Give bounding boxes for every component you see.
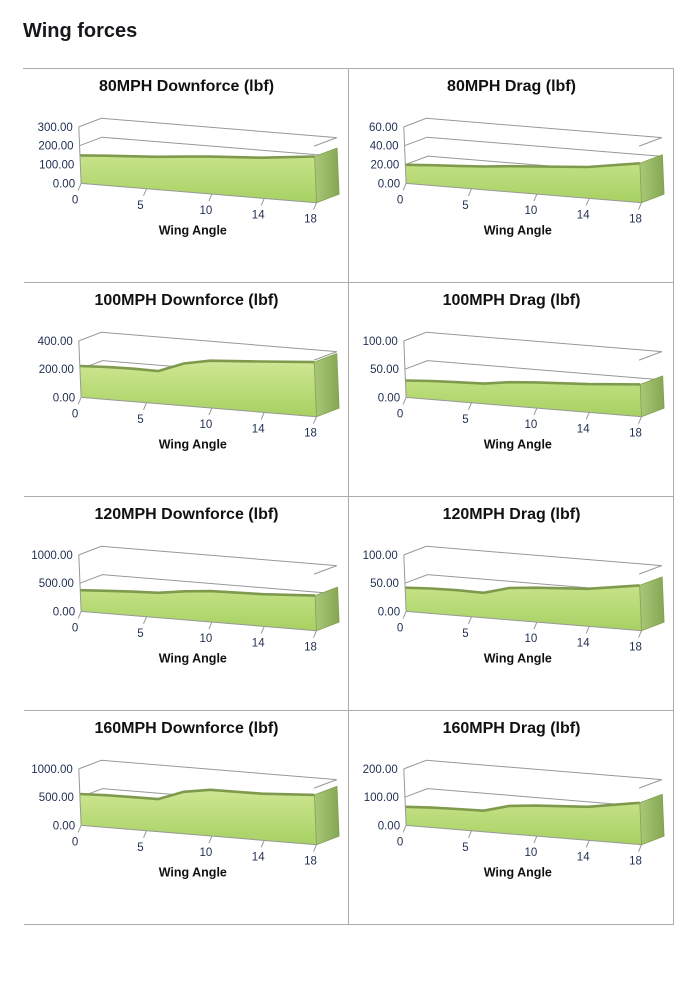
svg-text:0.00: 0.00 xyxy=(53,820,75,832)
svg-text:0: 0 xyxy=(72,408,78,420)
svg-text:5: 5 xyxy=(137,200,143,212)
svg-text:14: 14 xyxy=(577,637,590,649)
svg-text:0: 0 xyxy=(397,194,403,206)
svg-text:5: 5 xyxy=(137,414,143,426)
svg-text:80MPH Drag (lbf): 80MPH Drag (lbf) xyxy=(447,78,576,95)
svg-text:0.00: 0.00 xyxy=(378,820,400,832)
svg-text:14: 14 xyxy=(577,423,590,435)
svg-text:5: 5 xyxy=(462,628,468,640)
svg-text:200.00: 200.00 xyxy=(39,364,74,376)
svg-text:18: 18 xyxy=(304,214,317,226)
svg-text:120MPH Drag (lbf): 120MPH Drag (lbf) xyxy=(443,506,581,523)
svg-text:160MPH Drag (lbf): 160MPH Drag (lbf) xyxy=(443,720,581,737)
svg-text:5: 5 xyxy=(462,842,468,854)
svg-text:0.00: 0.00 xyxy=(378,606,400,618)
svg-text:10: 10 xyxy=(525,419,538,431)
svg-text:Wing Angle: Wing Angle xyxy=(159,438,227,452)
svg-text:1000.00: 1000.00 xyxy=(31,764,73,776)
svg-text:10: 10 xyxy=(525,205,538,217)
svg-text:0: 0 xyxy=(397,408,403,420)
svg-text:0: 0 xyxy=(397,622,403,634)
svg-text:0.00: 0.00 xyxy=(378,178,400,190)
svg-text:100.00: 100.00 xyxy=(363,550,398,562)
svg-text:18: 18 xyxy=(629,428,642,440)
svg-text:14: 14 xyxy=(252,851,265,863)
svg-text:Wing Angle: Wing Angle xyxy=(159,652,227,666)
svg-text:100MPH Drag (lbf): 100MPH Drag (lbf) xyxy=(443,292,581,309)
svg-text:0.00: 0.00 xyxy=(53,392,75,404)
svg-text:200.00: 200.00 xyxy=(363,764,398,776)
svg-text:200.00: 200.00 xyxy=(38,141,73,153)
svg-text:1000.00: 1000.00 xyxy=(31,550,73,562)
svg-text:0: 0 xyxy=(72,194,78,206)
svg-text:40.00: 40.00 xyxy=(370,141,399,153)
svg-text:5: 5 xyxy=(137,842,143,854)
svg-text:5: 5 xyxy=(462,200,468,212)
svg-text:14: 14 xyxy=(252,423,265,435)
svg-text:14: 14 xyxy=(252,637,265,649)
svg-text:10: 10 xyxy=(200,633,213,645)
svg-text:300.00: 300.00 xyxy=(38,122,73,134)
svg-text:5: 5 xyxy=(462,414,468,426)
svg-text:100MPH Downforce (lbf): 100MPH Downforce (lbf) xyxy=(94,292,278,309)
svg-text:Wing Angle: Wing Angle xyxy=(159,866,227,880)
svg-text:14: 14 xyxy=(577,851,590,863)
svg-text:160MPH Downforce (lbf): 160MPH Downforce (lbf) xyxy=(94,720,278,737)
svg-text:100.00: 100.00 xyxy=(363,336,398,348)
svg-text:14: 14 xyxy=(577,209,590,221)
svg-text:50.00: 50.00 xyxy=(370,364,399,376)
svg-text:0.00: 0.00 xyxy=(53,178,75,190)
svg-text:500.00: 500.00 xyxy=(39,578,74,590)
svg-text:0: 0 xyxy=(397,836,403,848)
svg-text:10: 10 xyxy=(200,205,213,217)
svg-text:10: 10 xyxy=(525,633,538,645)
svg-text:18: 18 xyxy=(629,214,642,226)
svg-text:0.00: 0.00 xyxy=(53,606,75,618)
svg-text:Wing Angle: Wing Angle xyxy=(484,866,552,880)
svg-text:Wing Angle: Wing Angle xyxy=(484,438,552,452)
svg-text:Wing Angle: Wing Angle xyxy=(484,224,552,238)
svg-text:10: 10 xyxy=(525,847,538,859)
svg-text:0: 0 xyxy=(72,836,78,848)
svg-text:18: 18 xyxy=(304,856,317,868)
svg-text:Wing Angle: Wing Angle xyxy=(484,652,552,666)
svg-text:20.00: 20.00 xyxy=(371,160,400,172)
svg-text:14: 14 xyxy=(252,209,265,221)
svg-text:60.00: 60.00 xyxy=(369,122,398,134)
svg-text:0.00: 0.00 xyxy=(378,392,400,404)
svg-text:400.00: 400.00 xyxy=(38,336,73,348)
svg-text:18: 18 xyxy=(629,856,642,868)
svg-text:120MPH Downforce (lbf): 120MPH Downforce (lbf) xyxy=(94,506,278,523)
svg-text:10: 10 xyxy=(200,419,213,431)
svg-text:80MPH Downforce (lbf): 80MPH Downforce (lbf) xyxy=(99,78,274,95)
svg-text:18: 18 xyxy=(304,642,317,654)
svg-text:500.00: 500.00 xyxy=(39,792,74,804)
svg-text:Wing Angle: Wing Angle xyxy=(159,224,227,238)
svg-text:50.00: 50.00 xyxy=(370,578,399,590)
svg-text:0: 0 xyxy=(72,622,78,634)
svg-text:18: 18 xyxy=(304,428,317,440)
svg-text:18: 18 xyxy=(629,642,642,654)
svg-text:100.00: 100.00 xyxy=(364,792,399,804)
svg-text:100.00: 100.00 xyxy=(39,160,74,172)
svg-text:10: 10 xyxy=(200,847,213,859)
svg-text:5: 5 xyxy=(137,628,143,640)
